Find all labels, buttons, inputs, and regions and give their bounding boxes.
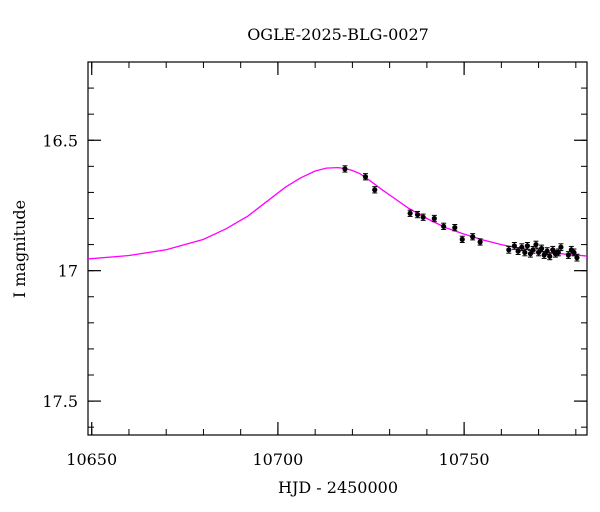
- point-marker: [342, 166, 348, 172]
- data-point: [407, 209, 413, 217]
- x-axis-label: HJD - 2450000: [278, 478, 398, 497]
- data-point: [362, 173, 369, 181]
- chart-title: OGLE-2025-BLG-0027: [247, 25, 429, 44]
- point-marker: [506, 247, 512, 253]
- plot-frame: [87, 61, 588, 436]
- point-marker: [524, 243, 531, 249]
- point-marker: [533, 241, 539, 248]
- point-marker: [519, 244, 525, 250]
- point-marker: [420, 214, 426, 220]
- data-point: [547, 252, 553, 261]
- data-point: [414, 210, 421, 219]
- point-marker: [565, 252, 571, 258]
- data-point: [452, 224, 458, 232]
- minor-ticks: [88, 61, 587, 435]
- data-point: [470, 233, 476, 241]
- data-point: [431, 214, 437, 223]
- points-layer: [342, 165, 580, 262]
- point-marker: [558, 244, 564, 250]
- data-point: [550, 245, 556, 254]
- point-marker: [541, 252, 547, 258]
- data-point: [555, 248, 561, 257]
- point-marker: [511, 243, 517, 249]
- data-point: [506, 245, 512, 254]
- model-layer: [87, 166, 588, 260]
- x-tick-label: 10650: [66, 450, 117, 469]
- point-marker: [441, 223, 447, 229]
- data-point: [477, 238, 483, 246]
- point-marker: [515, 248, 521, 254]
- y-tick-label: 17: [58, 262, 78, 281]
- data-point: [558, 243, 564, 252]
- x-tick-label: 10700: [252, 450, 303, 469]
- y-axis-label: I magnitude: [10, 200, 29, 298]
- point-marker: [407, 210, 413, 216]
- data-point: [441, 222, 447, 230]
- data-point: [565, 251, 571, 259]
- data-point: [459, 235, 465, 244]
- point-marker: [544, 248, 550, 254]
- x-tick-label: 10750: [439, 450, 490, 469]
- point-marker: [459, 236, 465, 242]
- point-marker: [414, 211, 421, 218]
- point-marker: [452, 225, 458, 231]
- point-marker: [547, 253, 553, 259]
- tick-labels: 10650 10700 10750 16.5 17 17.5: [42, 131, 489, 469]
- data-point: [522, 248, 528, 257]
- point-marker: [362, 174, 369, 180]
- point-marker: [522, 249, 528, 256]
- major-ticks: [88, 62, 587, 435]
- y-tick-label: 17.5: [42, 392, 78, 411]
- data-point: [519, 243, 525, 252]
- point-marker: [470, 234, 476, 240]
- point-marker: [571, 249, 577, 256]
- data-point: [533, 240, 539, 249]
- data-point: [530, 245, 536, 254]
- data-point: [511, 242, 517, 250]
- data-point: [574, 253, 580, 262]
- data-point: [372, 186, 378, 194]
- point-marker: [550, 247, 556, 253]
- point-marker: [574, 255, 580, 261]
- point-marker: [372, 187, 378, 193]
- data-point: [342, 165, 348, 173]
- model-curve: [87, 166, 588, 260]
- point-marker: [527, 251, 533, 257]
- point-marker: [538, 245, 545, 252]
- data-point: [420, 213, 426, 221]
- point-marker: [555, 249, 561, 256]
- point-marker: [535, 249, 542, 256]
- y-tick-label: 16.5: [42, 131, 78, 150]
- data-point: [524, 242, 531, 250]
- point-marker: [431, 215, 437, 222]
- point-marker: [530, 247, 536, 253]
- point-marker: [477, 239, 483, 245]
